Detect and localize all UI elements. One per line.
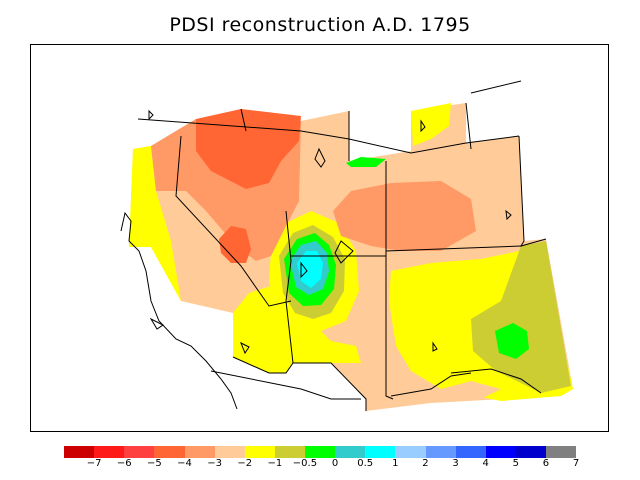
lake-1 xyxy=(314,147,326,168)
colorbar-tick-label: 1 xyxy=(392,458,399,469)
colorbar-swatch xyxy=(455,446,486,458)
colorbar-tick-label: −3 xyxy=(207,458,222,469)
field-severe-dry-spot xyxy=(219,226,251,263)
border-state-4 xyxy=(385,161,394,400)
lake-5 xyxy=(240,341,250,355)
colorbar-tick-label: 7 xyxy=(572,458,580,469)
colorbar-swatch xyxy=(365,446,396,458)
field-yellow-west xyxy=(129,146,181,301)
colorbar-tick-label: 0.5 xyxy=(357,458,374,469)
border-mexico xyxy=(210,370,361,400)
colorbar-swatch xyxy=(305,446,336,458)
colorbar-swatch xyxy=(64,446,95,458)
lake-7 xyxy=(505,209,512,221)
field-dry-southeast-edge xyxy=(441,381,501,401)
colorbar-tick-label: 3 xyxy=(452,458,459,469)
map-title: PDSI reconstruction A.D. 1795 xyxy=(169,14,471,36)
colorbar-tick-label: −2 xyxy=(237,458,253,469)
border-state-7 xyxy=(518,135,547,247)
colorbar-swatch xyxy=(154,446,185,458)
coastline xyxy=(120,211,238,410)
border-north-lakes xyxy=(465,80,522,150)
field-olive-southeast xyxy=(471,241,571,393)
lakes xyxy=(148,109,512,355)
colorbar-tick-label: 2 xyxy=(422,458,429,469)
colorbar-swatch xyxy=(274,446,305,458)
colorbar-tick-label: −1 xyxy=(267,458,283,469)
colorbar-swatch xyxy=(94,446,125,458)
lake-3 xyxy=(300,261,308,279)
pdsi-map xyxy=(120,80,573,411)
colorbar-tick-label: 5 xyxy=(512,458,519,469)
colorbar-swatch xyxy=(335,446,366,458)
colorbar-tick-label: 6 xyxy=(542,458,550,469)
borders xyxy=(120,80,547,411)
border-state-5 xyxy=(232,356,367,411)
colorbar-swatch xyxy=(124,446,155,458)
border-state-2 xyxy=(285,210,294,364)
border-state-6 xyxy=(390,372,472,397)
colorbar-swatch xyxy=(184,446,215,458)
border-state-9 xyxy=(240,108,247,132)
colorbar-swatch xyxy=(425,446,456,458)
map-frame xyxy=(30,44,609,432)
colorbar-tick-label: −5 xyxy=(146,458,162,469)
field-yellow-north xyxy=(411,103,451,146)
colorbar-swatch xyxy=(546,446,577,458)
border-state-10 xyxy=(450,368,542,394)
colorbar-tick-label: −7 xyxy=(86,458,102,469)
lake-2 xyxy=(334,240,354,264)
colorbar-swatch xyxy=(244,446,275,458)
lake-6 xyxy=(432,341,438,352)
colorbar-tick-label: −6 xyxy=(116,458,132,469)
colorbar-swatch xyxy=(214,446,245,458)
field-yellow-southwest xyxy=(233,286,361,373)
lake-4 xyxy=(149,317,164,330)
field-cyan-core xyxy=(297,251,323,288)
colorbar-tick-label: 4 xyxy=(482,458,489,469)
colorbar-ticks: −7 −6 −5 −4 −3 −2 −1 −0.5 0 0.5 1 2 3 4 5 6 7 xyxy=(0,458,640,474)
lake-9 xyxy=(420,119,426,133)
colorbar xyxy=(64,446,577,458)
field-moderate-dry-east xyxy=(333,181,476,251)
border-state-1 xyxy=(175,135,292,307)
colorbar-swatch xyxy=(485,446,516,458)
field-green-southeast xyxy=(495,323,529,359)
field-green-north xyxy=(346,157,386,167)
colorbar-swatch xyxy=(515,446,546,458)
lake-8 xyxy=(148,109,154,121)
colorbar-swatch xyxy=(395,446,426,458)
border-us-canada xyxy=(137,118,520,154)
colorbar-tick-label: −4 xyxy=(177,458,192,469)
colorbar-tick-label: 0 xyxy=(331,458,339,469)
colorbar-tick-label: −0.5 xyxy=(292,458,318,469)
